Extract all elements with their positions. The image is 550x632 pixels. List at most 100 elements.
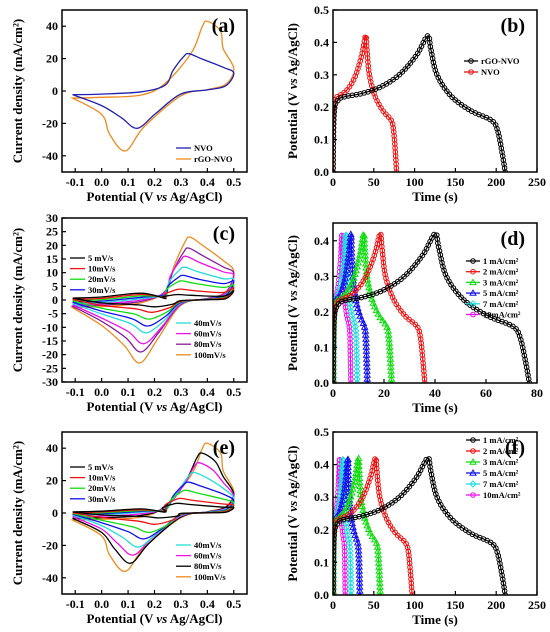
- data-point: [346, 559, 355, 567]
- data-point: [427, 43, 434, 50]
- data-point: [375, 481, 381, 488]
- data-point: [347, 352, 354, 358]
- data-point: [378, 316, 387, 324]
- data-point: [342, 592, 348, 595]
- data-point: [369, 467, 375, 474]
- data-point: [355, 574, 364, 582]
- x-tick-label: 0.5: [226, 597, 241, 611]
- data-point: [376, 313, 385, 321]
- data-point: [374, 477, 381, 484]
- data-point: [426, 456, 432, 462]
- chart-panel-b: 0 50 100 150 200 250 0.0 0.1 0.2 0.3 0.4 0.5 Time (s…: [285, 3, 546, 204]
- y-tick-label: 0: [52, 84, 58, 98]
- data-point: [341, 273, 350, 281]
- legend-label: 20mV/s: [88, 274, 116, 284]
- data-point: [347, 236, 356, 244]
- chart-panel-c: -0.1 0.0 0.1 0.2 0.3 0.4 0.5 -30-25-20-15-10-50…: [10, 211, 248, 414]
- data-point: [436, 248, 443, 254]
- y-tick-label: 0.1: [314, 555, 329, 569]
- data-point: [391, 133, 397, 139]
- legend-label: 1 mA/cm²: [483, 435, 519, 445]
- data-point: [340, 516, 347, 523]
- data-point: [357, 243, 366, 250]
- data-point: [431, 231, 437, 238]
- data-point: [378, 231, 384, 238]
- y-axis-label: Potential (V vs Ag/AgCl): [285, 446, 300, 582]
- data-point: [344, 459, 352, 467]
- data-point: [360, 46, 366, 53]
- data-point: [370, 302, 379, 310]
- y-tick-label: -40: [42, 571, 58, 585]
- data-point: [347, 232, 356, 240]
- data-point: [348, 311, 356, 319]
- data-point: [342, 231, 350, 239]
- data-point: [347, 368, 354, 374]
- x-tick-label: 0.4: [200, 597, 215, 611]
- data-point: [408, 580, 415, 586]
- data-point: [422, 380, 428, 383]
- data-point: [373, 244, 380, 251]
- y-axis-label: Current density (mA/cm²): [10, 441, 25, 585]
- legend-marker: [470, 311, 476, 318]
- x-tick-label: 150: [446, 175, 464, 189]
- data-point: [356, 513, 362, 520]
- data-point: [346, 575, 355, 583]
- data-point: [339, 528, 346, 535]
- plot-area: [333, 33, 508, 172]
- data-point: [367, 75, 373, 81]
- y-tick-label: 0.5: [314, 425, 329, 439]
- data-point: [342, 288, 351, 296]
- data-point: [354, 258, 363, 266]
- data-point: [333, 105, 338, 111]
- data-point: [352, 327, 360, 335]
- y-tick-label: -15: [42, 334, 58, 348]
- x-axis-label: Potential (V vs Ag/AgCl): [87, 611, 223, 626]
- data-point: [347, 356, 354, 362]
- y-tick-label: 0.0: [314, 376, 329, 390]
- legend-label: 7 mA/cm²: [483, 299, 519, 309]
- x-tick-label: 250: [528, 598, 546, 612]
- data-point: [430, 59, 437, 66]
- data-point: [378, 239, 385, 246]
- data-point: [343, 527, 351, 536]
- data-point: [499, 153, 506, 159]
- data-point: [380, 255, 386, 262]
- data-point: [381, 319, 390, 327]
- data-point: [408, 576, 414, 582]
- data-point: [521, 352, 528, 359]
- data-point: [339, 232, 345, 239]
- data-point: [447, 514, 454, 521]
- data-point: [523, 364, 530, 371]
- data-point: [520, 348, 527, 355]
- legend-label: rGO-NVO: [481, 56, 520, 66]
- y-tick-label: 40: [46, 19, 58, 33]
- data-point: [350, 296, 357, 302]
- y-tick-label: 0.4: [314, 234, 329, 248]
- data-point: [381, 263, 387, 270]
- data-point: [358, 294, 365, 301]
- data-point: [345, 246, 354, 253]
- data-point: [430, 483, 437, 490]
- x-tick-label: 50: [368, 598, 380, 612]
- data-point: [346, 328, 353, 334]
- data-point: [373, 457, 380, 464]
- data-point: [353, 367, 361, 375]
- plot-frame: [332, 9, 538, 173]
- data-point: [523, 360, 529, 367]
- x-tick-label: 60: [480, 386, 492, 400]
- x-tick-label: 0.0: [94, 175, 109, 189]
- x-tick-label: 0.3: [173, 597, 188, 611]
- data-point: [427, 467, 434, 474]
- x-tick-label: 20: [378, 386, 390, 400]
- data-point: [429, 475, 436, 482]
- data-point: [368, 471, 375, 478]
- data-point: [348, 488, 356, 496]
- legend-label: 1 mA/cm²: [483, 256, 519, 266]
- data-point: [427, 39, 433, 46]
- data-point: [375, 485, 382, 492]
- y-tick-label: -25: [42, 361, 58, 375]
- data-point: [393, 165, 400, 171]
- y-axis-label: Potential (V vs Ag/AgCl): [285, 235, 300, 371]
- data-point: [383, 275, 389, 282]
